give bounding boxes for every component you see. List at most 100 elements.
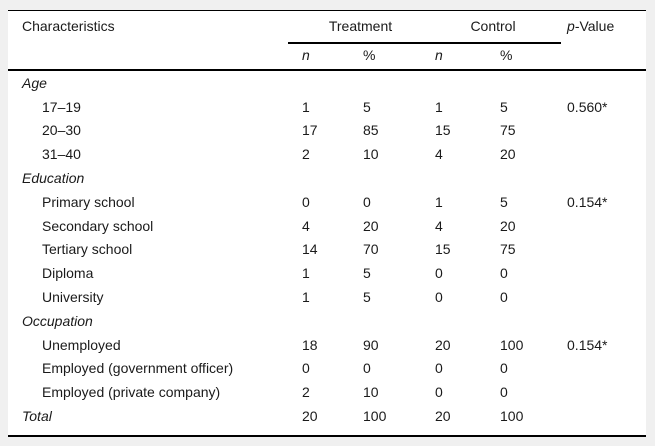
cell-control-n: 1 (435, 193, 443, 210)
p-value-italic-p: p (567, 18, 575, 34)
column-group-treatment: Treatment (328, 18, 393, 34)
cell-control-n: 20 (435, 336, 451, 353)
cell-control-n: 1 (435, 98, 443, 115)
cell-treatment-pct: 20 (363, 217, 379, 234)
column-header-treatment-n: n (294, 41, 355, 71)
cell-p-value (559, 142, 646, 166)
cell-p-value (559, 357, 646, 381)
cell-treatment-pct: 100 (363, 408, 387, 425)
cell-treatment-n: 20 (302, 408, 318, 425)
cell-p-value (559, 261, 646, 285)
cell-control-n: 20 (435, 408, 451, 425)
table-body: Age 17–19 1 5 1 5 0.560* 20–30 17 85 15 (8, 70, 646, 428)
cell-control-pct: 20 (500, 146, 516, 163)
row-label: Unemployed (42, 336, 121, 353)
cell-treatment-n (294, 166, 355, 190)
cell-p-value: 0.154* (567, 336, 608, 353)
characteristics-table: Characteristics Treatment Control p-Valu… (8, 11, 647, 428)
treatment-control-spanner-rule (288, 42, 561, 44)
table-row-diploma: Diploma 1 5 0 0 (8, 261, 646, 285)
cell-control-n: 0 (435, 384, 443, 401)
table-row-secondary-school: Secondary school 4 20 4 20 (8, 214, 646, 238)
row-label: Total (22, 408, 52, 425)
table-row-occupation: Occupation (8, 309, 646, 333)
cell-control-pct: 75 (500, 241, 516, 258)
column-header-treatment-pct: % (355, 41, 427, 71)
table-header: Characteristics Treatment Control p-Valu… (8, 11, 647, 71)
cell-p-value: 0.560* (567, 98, 608, 115)
cell-p-value: 0.154* (567, 193, 608, 210)
cell-control-n (427, 70, 492, 95)
cell-p-value (559, 309, 646, 333)
cell-treatment-n (294, 70, 355, 95)
cell-treatment-n: 0 (302, 193, 310, 210)
cell-treatment-pct: 10 (363, 146, 379, 163)
cell-treatment-n: 0 (302, 360, 310, 377)
cell-control-pct: 75 (500, 122, 516, 139)
cell-treatment-pct: 90 (363, 336, 379, 353)
cell-p-value (559, 214, 646, 238)
cell-control-n: 4 (435, 146, 443, 163)
cell-treatment-pct (355, 70, 427, 95)
cell-treatment-pct (355, 309, 427, 333)
cell-p-value (559, 380, 646, 404)
cell-control-n: 0 (435, 360, 443, 377)
cell-p-value (559, 404, 646, 428)
row-label: University (42, 289, 104, 306)
row-label: Secondary school (42, 217, 154, 234)
cell-control-pct: 0 (500, 289, 508, 306)
column-header-control-n: n (427, 41, 492, 71)
table-row-age: Age (8, 70, 646, 95)
row-label: Age (22, 74, 47, 91)
cell-control-pct (492, 166, 559, 190)
column-header-p-value: p-Value (559, 11, 647, 71)
table-row-31-40: 31–40 2 10 4 20 (8, 142, 646, 166)
characteristics-table-panel: Characteristics Treatment Control p-Valu… (8, 10, 647, 437)
cell-treatment-n: 1 (302, 265, 310, 282)
cell-control-n: 15 (435, 241, 451, 258)
cell-treatment-pct: 5 (363, 98, 371, 115)
table-row-17-19: 17–19 1 5 1 5 0.560* (8, 95, 646, 119)
table-row-university: University 1 5 0 0 (8, 285, 646, 309)
cell-treatment-pct: 5 (363, 289, 371, 306)
column-group-control: Control (470, 18, 516, 34)
cell-p-value (559, 166, 646, 190)
cell-control-pct: 100 (500, 336, 524, 353)
cell-treatment-n: 2 (302, 384, 310, 401)
cell-control-n: 4 (435, 217, 443, 234)
cell-control-n: 0 (435, 289, 443, 306)
cell-control-n: 15 (435, 122, 451, 139)
cell-treatment-n (294, 309, 355, 333)
table-row-20-30: 20–30 17 85 15 75 (8, 119, 646, 143)
cell-p-value (559, 70, 646, 95)
cell-treatment-n: 1 (302, 98, 310, 115)
cell-p-value (559, 238, 646, 262)
row-label: Diploma (42, 265, 94, 282)
cell-control-pct: 0 (500, 265, 508, 282)
table-row-employed-private: Employed (private company) 2 10 0 0 (8, 380, 646, 404)
cell-treatment-n: 2 (302, 146, 310, 163)
cell-treatment-n: 17 (302, 122, 318, 139)
cell-treatment-n: 1 (302, 289, 310, 306)
cell-treatment-pct: 0 (363, 360, 371, 377)
cell-p-value (559, 119, 646, 143)
cell-control-pct: 5 (500, 98, 508, 115)
table-row-primary-school: Primary school 0 0 1 5 0.154* (8, 190, 646, 214)
row-label: 17–19 (42, 98, 81, 115)
row-label: Employed (private company) (42, 384, 221, 401)
row-label: Occupation (22, 312, 93, 329)
cell-control-n (427, 309, 492, 333)
p-value-rest: -Value (574, 18, 615, 34)
table-row-unemployed: Unemployed 18 90 20 100 0.154* (8, 333, 646, 357)
cell-treatment-pct: 0 (363, 193, 371, 210)
row-label: 20–30 (42, 122, 81, 139)
row-label: Employed (government officer) (42, 360, 234, 377)
cell-treatment-pct: 5 (363, 265, 371, 282)
cell-control-pct: 0 (500, 360, 508, 377)
table-row-total: Total 20 100 20 100 (8, 404, 646, 428)
row-label: Tertiary school (42, 241, 133, 258)
cell-treatment-pct (355, 166, 427, 190)
cell-treatment-pct: 10 (363, 384, 379, 401)
cell-control-pct (492, 70, 559, 95)
table-row-tertiary-school: Tertiary school 14 70 15 75 (8, 238, 646, 262)
